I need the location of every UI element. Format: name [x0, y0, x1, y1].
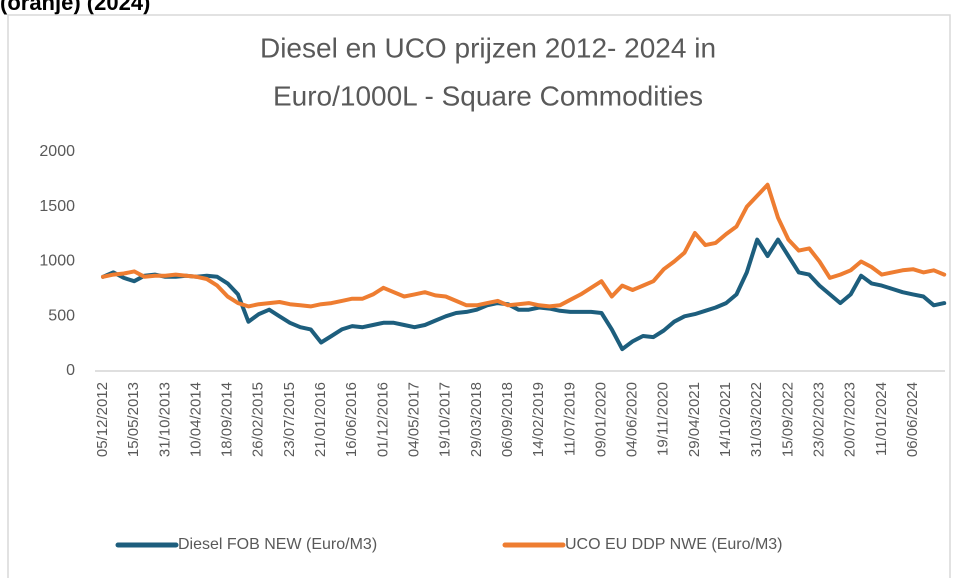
x-tick-label: 26/02/2015: [250, 382, 267, 457]
x-tick-label: 15/09/2022: [779, 382, 796, 457]
chart-title: Euro/1000L - Square Commodities: [273, 80, 703, 111]
x-tick-label: 29/03/2018: [468, 382, 485, 457]
x-tick-label: 19/10/2017: [437, 382, 454, 457]
x-tick-label: 15/05/2013: [125, 382, 142, 457]
x-tick-label: 31/03/2022: [748, 382, 765, 457]
x-tick-label: 14/02/2019: [530, 382, 547, 457]
x-tick-label: 11/07/2019: [561, 382, 578, 456]
data-line: [101, 237, 947, 352]
y-tick-label: 0: [66, 362, 75, 379]
data-line: [101, 182, 947, 309]
x-tick-label: 18/09/2014: [219, 382, 236, 457]
x-tick-label: 11/01/2024: [873, 382, 890, 456]
x-tick-label: 29/04/2021: [686, 382, 703, 457]
y-tick-label: 1000: [39, 253, 75, 270]
x-tick-label: 04/06/2020: [624, 382, 641, 457]
y-tick-label: 1500: [39, 198, 75, 215]
x-tick-label: 06/09/2018: [499, 382, 516, 457]
x-tick-label: 01/12/2016: [374, 382, 391, 457]
chart-frame: [7, 14, 951, 578]
x-tick-label: 31/10/2013: [156, 382, 173, 457]
x-tick-label: 20/07/2023: [842, 382, 859, 457]
legend-label: Diesel FOB NEW (Euro/M3): [178, 536, 377, 553]
x-tick-label: 23/02/2023: [811, 382, 828, 457]
y-tick-label: 2000: [39, 143, 75, 160]
x-tick-label: 05/12/2012: [94, 382, 111, 457]
x-tick-label: 21/01/2016: [312, 382, 329, 457]
x-tick-label: 14/10/2021: [717, 382, 734, 457]
legend-label: UCO EU DDP NWE (Euro/M3): [565, 536, 783, 553]
x-tick-label: 19/11/2020: [655, 382, 672, 456]
x-tick-label: 06/06/2024: [904, 382, 921, 457]
y-tick-label: 500: [48, 307, 75, 324]
caption: (oranje) (2024): [0, 0, 150, 15]
x-tick-label: 09/01/2020: [592, 382, 609, 457]
x-tick-label: 23/07/2015: [281, 382, 298, 457]
x-tick-label: 04/05/2017: [406, 382, 423, 457]
x-tick-label: 16/06/2016: [343, 382, 360, 457]
x-tick-label: 10/04/2014: [187, 382, 204, 457]
chart-title: Diesel en UCO prijzen 2012- 2024 in: [260, 32, 716, 63]
